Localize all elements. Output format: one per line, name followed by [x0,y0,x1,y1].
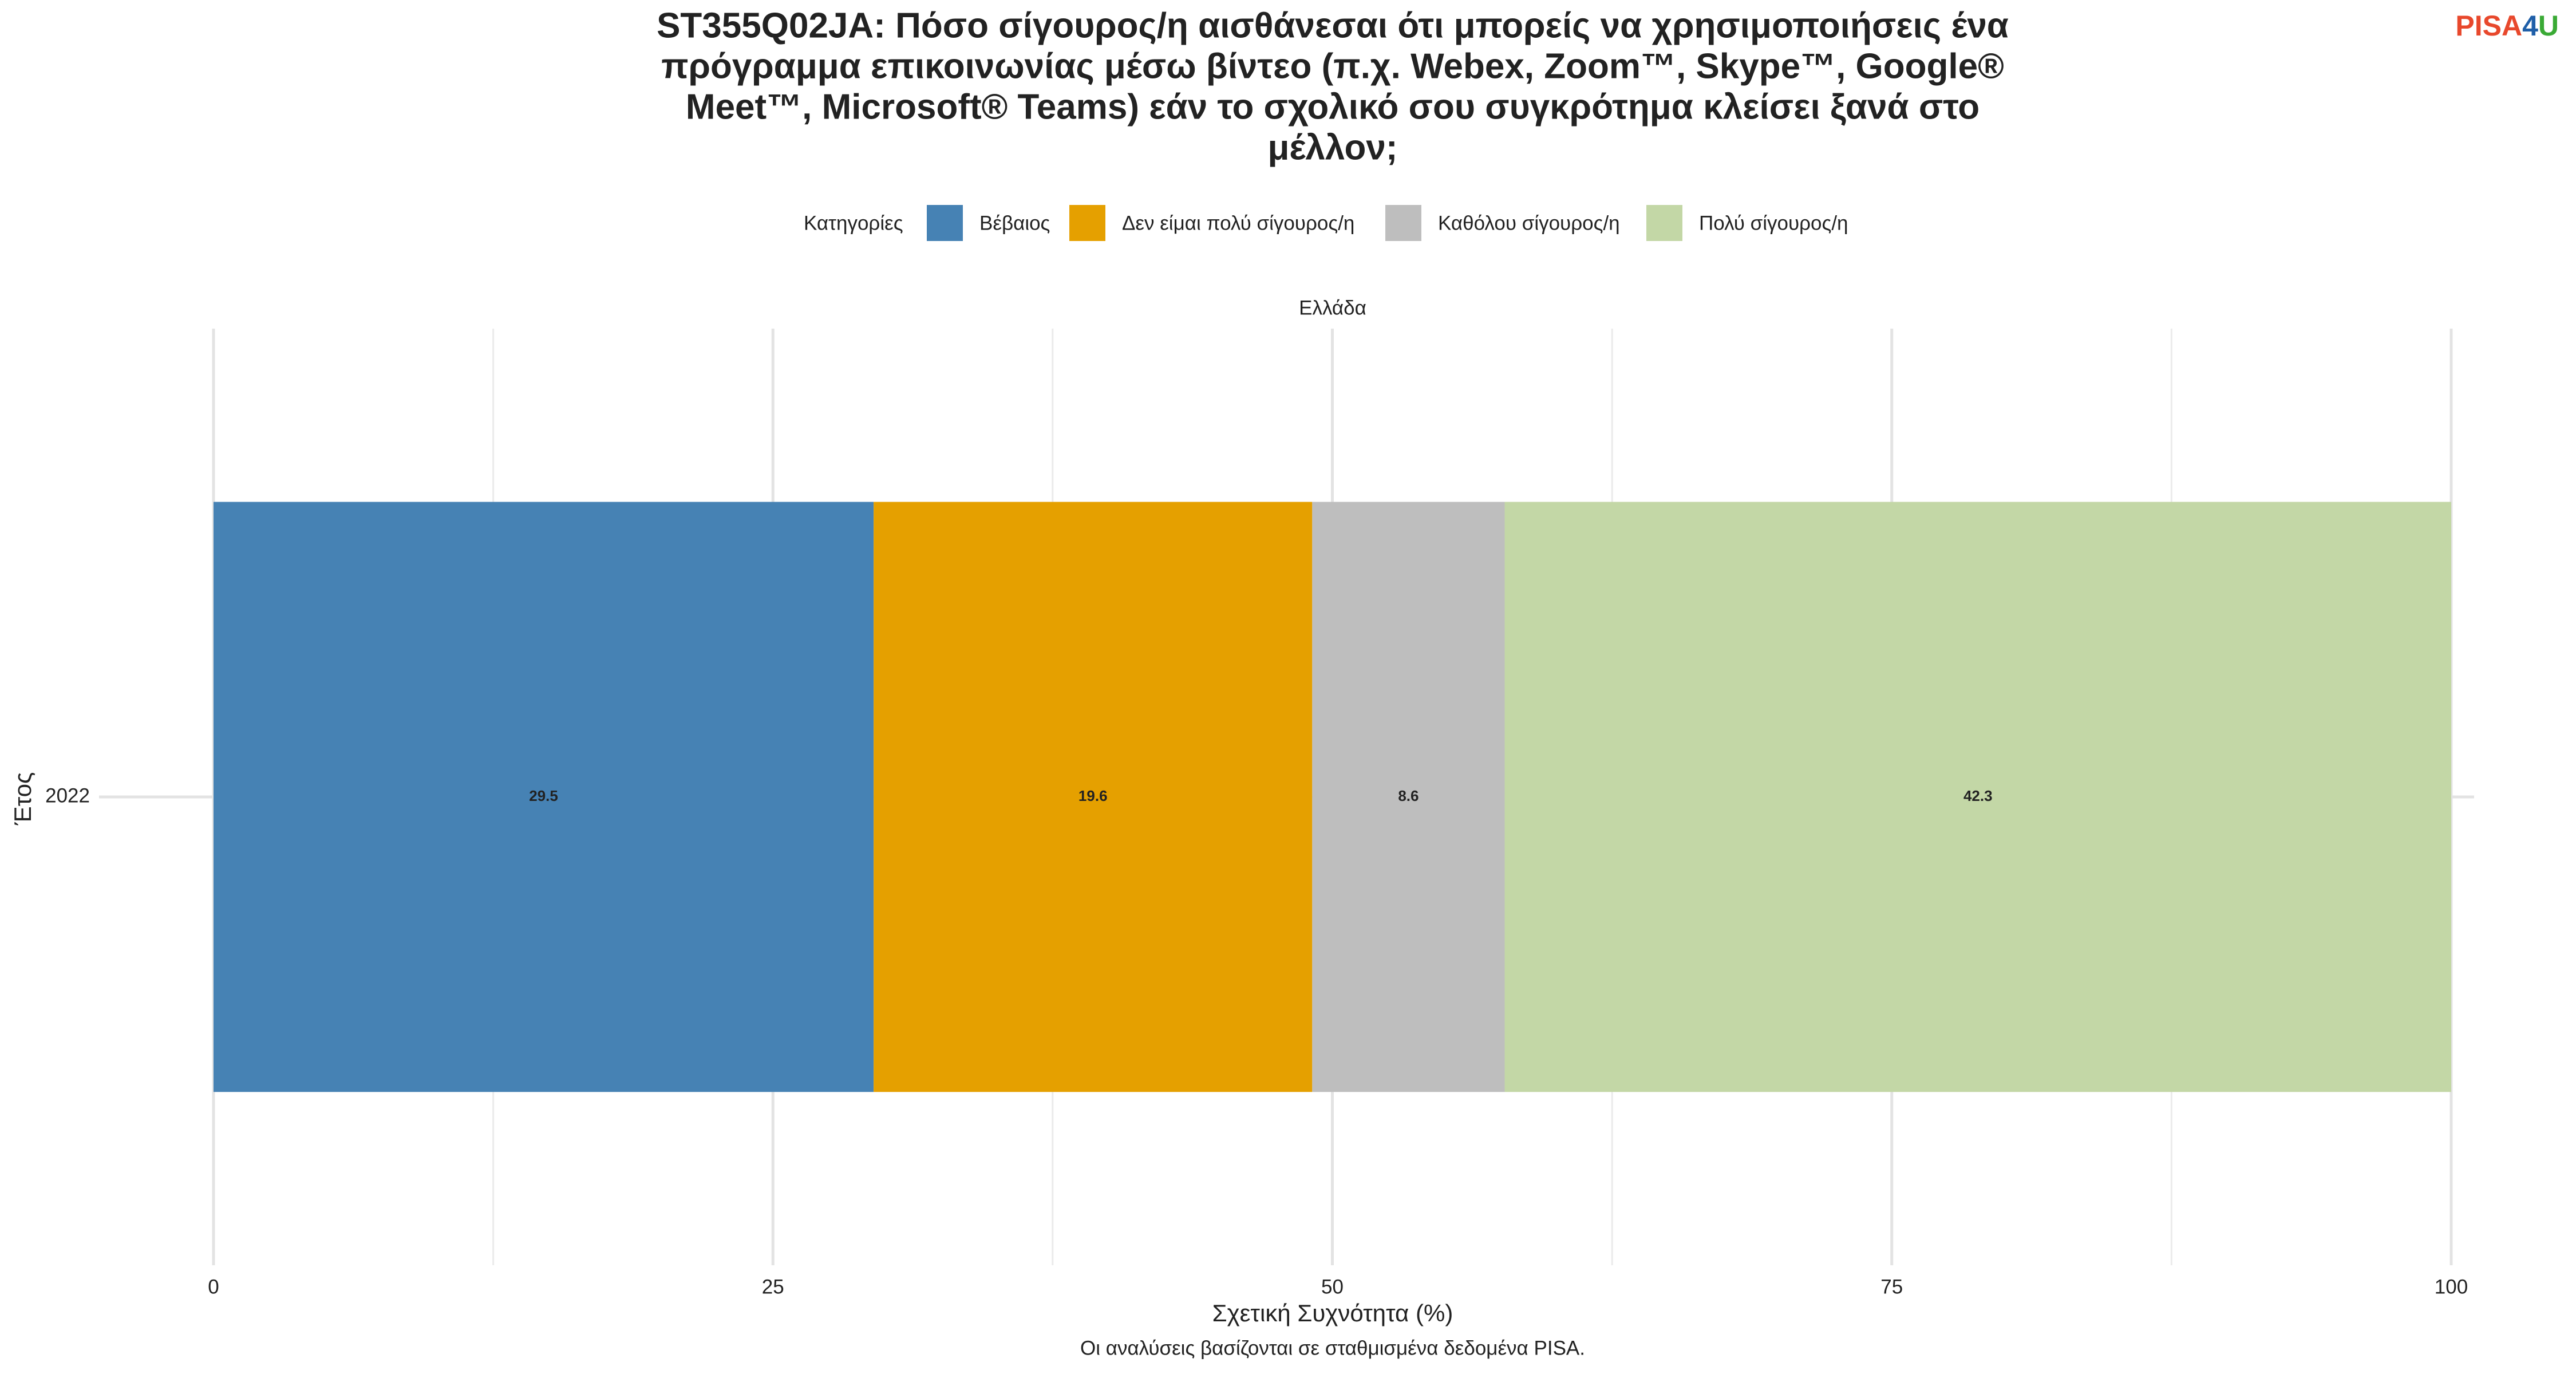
logo-part: PISA [2455,10,2522,42]
legend-swatch [927,205,963,241]
bar-segment [874,502,1313,1092]
data-label: 19.6 [1078,787,1108,804]
x-tick-label: 0 [208,1276,219,1298]
legend-label: Βέβαιος [979,212,1050,234]
chart-title: μέλλον; [1267,128,1397,167]
data-label: 8.6 [1398,787,1419,804]
logo: PISA4U [2455,10,2559,42]
legend-title: Κατηγορίες [804,212,903,234]
legend-label: Δεν είμαι πολύ σίγουρος/η [1122,212,1354,234]
x-tick-label: 100 [2435,1276,2468,1298]
legend-label: Πολύ σίγουρος/η [1699,212,1848,234]
y-tick-label: 2022 [45,784,90,807]
chart-title: Meet™, Microsoft® Teams) εάν το σχολικό … [686,87,1980,127]
y-axis-title: Έτος [9,772,36,826]
x-tick-label: 25 [762,1276,784,1298]
legend-swatch [1069,205,1105,241]
data-label: 42.3 [1963,787,1993,804]
logo-part: 4 [2522,10,2538,42]
bar-segment [214,502,874,1092]
logo-part: U [2538,10,2559,42]
x-tick-label: 50 [1321,1276,1344,1298]
chart-title: πρόγραμμα επικοινωνίας μέσω βίντεο (π.χ.… [661,46,2004,86]
legend-swatch [1385,205,1421,241]
bar-segment [1504,502,2451,1092]
data-label: 29.5 [529,787,558,804]
x-axis-title: Σχετική Συχνότητα (%) [1212,1300,1453,1326]
x-tick-label: 75 [1880,1276,1903,1298]
legend-swatch [1646,205,1682,241]
facet-label: Ελλάδα [1299,297,1366,319]
chart-title: ST355Q02JA: Πόσο σίγουρος/η αισθάνεσαι ό… [657,6,2009,45]
caption: Οι αναλύσεις βασίζονται σε σταθμισμένα δ… [1080,1337,1585,1359]
bar-segment [1312,502,1505,1092]
legend-label: Καθόλου σίγουρος/η [1438,212,1620,234]
